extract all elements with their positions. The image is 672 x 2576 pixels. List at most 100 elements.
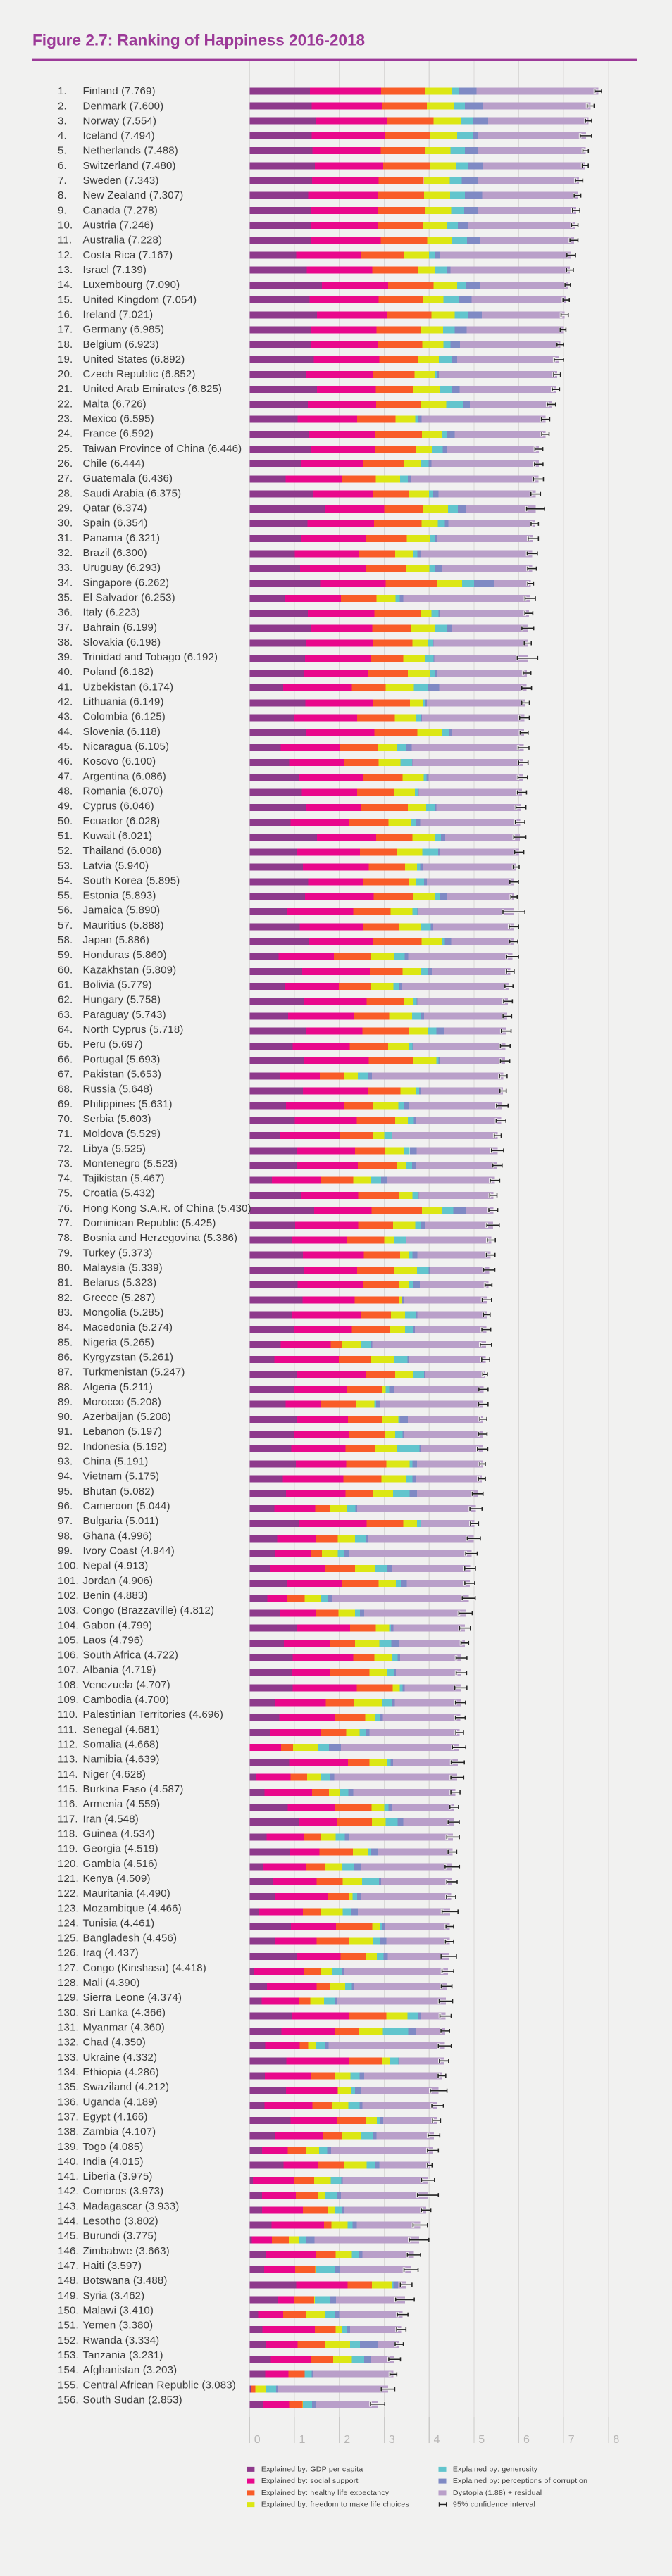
svg-text:149.: 149. — [58, 2289, 79, 2301]
svg-text:40.: 40. — [58, 666, 73, 678]
svg-text:67.: 67. — [58, 1068, 73, 1080]
svg-text:Tunisia (4.461): Tunisia (4.461) — [83, 1917, 155, 1929]
svg-text:Singapore (6.262): Singapore (6.262) — [83, 577, 170, 589]
svg-text:98.: 98. — [58, 1530, 73, 1542]
svg-text:Ireland (7.021): Ireland (7.021) — [83, 308, 154, 320]
svg-text:73.: 73. — [58, 1157, 73, 1169]
svg-text:109.: 109. — [58, 1694, 79, 1706]
svg-text:146.: 146. — [58, 2245, 79, 2257]
svg-text:19.: 19. — [58, 353, 73, 365]
svg-text:Nepal (4.913): Nepal (4.913) — [83, 1560, 149, 1572]
svg-text:142.: 142. — [58, 2185, 79, 2197]
svg-text:South Africa (4.722): South Africa (4.722) — [83, 1650, 179, 1661]
svg-text:South Sudan (2.853): South Sudan (2.853) — [83, 2394, 182, 2406]
svg-text:15.: 15. — [58, 294, 73, 306]
svg-text:121.: 121. — [58, 1873, 79, 1885]
svg-text:Togo (4.085): Togo (4.085) — [83, 2141, 144, 2153]
svg-text:123.: 123. — [58, 1902, 79, 1914]
svg-text:143.: 143. — [58, 2200, 79, 2212]
svg-text:Jamaica (5.890): Jamaica (5.890) — [83, 905, 161, 917]
svg-text:Paraguay (5.743): Paraguay (5.743) — [83, 1009, 166, 1021]
svg-text:Libya (5.525): Libya (5.525) — [83, 1143, 147, 1155]
svg-text:124.: 124. — [58, 1917, 79, 1929]
svg-text:132.: 132. — [58, 2037, 79, 2049]
svg-text:Austria (7.246): Austria (7.246) — [83, 220, 154, 232]
svg-text:113.: 113. — [58, 1754, 78, 1766]
svg-text:Ethiopia (4.286): Ethiopia (4.286) — [83, 2066, 159, 2078]
svg-text:26.: 26. — [58, 458, 73, 470]
svg-text:Vietnam (5.175): Vietnam (5.175) — [83, 1471, 160, 1483]
svg-text:Ukraine (4.332): Ukraine (4.332) — [83, 2052, 158, 2063]
svg-text:Montenegro (5.523): Montenegro (5.523) — [83, 1157, 178, 1169]
svg-text:Kuwait (6.021): Kuwait (6.021) — [83, 830, 153, 842]
svg-text:106.: 106. — [58, 1650, 79, 1661]
svg-text:Thailand (6.008): Thailand (6.008) — [83, 845, 162, 857]
svg-text:12.: 12. — [58, 249, 73, 261]
svg-text:Mali (4.390): Mali (4.390) — [83, 1977, 140, 1989]
svg-text:131.: 131. — [58, 2022, 79, 2034]
svg-text:4: 4 — [434, 2434, 440, 2446]
svg-text:Niger (4.628): Niger (4.628) — [83, 1768, 147, 1780]
svg-text:129.: 129. — [58, 1992, 79, 2004]
svg-text:Mexico (6.595): Mexico (6.595) — [83, 413, 154, 425]
svg-text:14.: 14. — [58, 279, 73, 291]
svg-text:Bolivia (5.779): Bolivia (5.779) — [83, 979, 152, 991]
svg-text:Zambia (4.107): Zambia (4.107) — [83, 2126, 156, 2138]
svg-text:148.: 148. — [58, 2275, 79, 2287]
svg-text:South Korea (5.895): South Korea (5.895) — [83, 874, 180, 886]
svg-text:154.: 154. — [58, 2364, 79, 2376]
svg-text:Brazil (6.300): Brazil (6.300) — [83, 547, 147, 559]
svg-text:92.: 92. — [58, 1440, 73, 1452]
svg-text:Explained by: freedom to make: Explained by: freedom to make life choic… — [261, 2501, 409, 2509]
svg-text:Serbia (5.603): Serbia (5.603) — [83, 1113, 151, 1125]
svg-text:Sweden (7.343): Sweden (7.343) — [83, 175, 159, 187]
svg-text:Mauritius (5.888): Mauritius (5.888) — [83, 919, 164, 931]
svg-text:Senegal (4.681): Senegal (4.681) — [83, 1723, 160, 1735]
svg-text:Central African Republic (3.08: Central African Republic (3.083) — [83, 2379, 236, 2391]
svg-text:China (5.191): China (5.191) — [83, 1456, 149, 1468]
svg-text:Switzerland (7.480): Switzerland (7.480) — [83, 160, 176, 172]
svg-text:95% confidence interval: 95% confidence interval — [453, 2501, 535, 2509]
svg-text:Costa Rica (7.167): Costa Rica (7.167) — [83, 249, 173, 261]
svg-text:Macedonia (5.274): Macedonia (5.274) — [83, 1321, 173, 1333]
svg-text:69.: 69. — [58, 1098, 73, 1110]
svg-text:Yemen (3.380): Yemen (3.380) — [83, 2320, 154, 2332]
svg-text:59.: 59. — [58, 949, 73, 961]
svg-text:Dystopia (1.88) + residual: Dystopia (1.88) + residual — [453, 2489, 542, 2497]
svg-text:Kyrgyzstan (5.261): Kyrgyzstan (5.261) — [83, 1351, 174, 1363]
svg-text:Georgia (4.519): Georgia (4.519) — [83, 1843, 158, 1855]
svg-text:Qatar (6.374): Qatar (6.374) — [83, 503, 147, 515]
svg-text:Iran (4.548): Iran (4.548) — [83, 1813, 139, 1825]
svg-text:32.: 32. — [58, 547, 73, 559]
svg-text:Palestinian Territories (4.696: Palestinian Territories (4.696) — [83, 1709, 223, 1721]
svg-text:Colombia (6.125): Colombia (6.125) — [83, 711, 166, 723]
svg-text:Comoros (3.973): Comoros (3.973) — [83, 2185, 164, 2197]
svg-text:Taiwan Province of China (6.44: Taiwan Province of China (6.446) — [83, 443, 242, 455]
svg-text:Syria (3.462): Syria (3.462) — [83, 2289, 145, 2301]
svg-text:44.: 44. — [58, 726, 73, 738]
svg-text:Mauritania (4.490): Mauritania (4.490) — [83, 1887, 170, 1899]
svg-text:36.: 36. — [58, 607, 73, 619]
svg-text:Swaziland (4.212): Swaziland (4.212) — [83, 2081, 170, 2093]
svg-text:Luxembourg (7.090): Luxembourg (7.090) — [83, 279, 180, 291]
svg-text:6: 6 — [523, 2434, 530, 2446]
svg-text:Croatia (5.432): Croatia (5.432) — [83, 1188, 155, 1200]
svg-text:16.: 16. — [58, 308, 73, 320]
svg-text:151.: 151. — [58, 2320, 79, 2332]
svg-text:Gambia (4.516): Gambia (4.516) — [83, 1858, 158, 1870]
svg-text:135.: 135. — [58, 2081, 79, 2093]
svg-text:127.: 127. — [58, 1962, 79, 1974]
svg-text:Uzbekistan (6.174): Uzbekistan (6.174) — [83, 681, 174, 693]
svg-text:Poland (6.182): Poland (6.182) — [83, 666, 154, 678]
svg-text:20.: 20. — [58, 368, 73, 380]
svg-text:Kazakhstan (5.809): Kazakhstan (5.809) — [83, 964, 177, 976]
svg-text:Tanzania (3.231): Tanzania (3.231) — [83, 2349, 163, 2361]
svg-text:Hungary (5.758): Hungary (5.758) — [83, 994, 161, 1006]
svg-text:Namibia (4.639): Namibia (4.639) — [83, 1754, 160, 1766]
svg-text:Tajikistan (5.467): Tajikistan (5.467) — [83, 1173, 165, 1185]
svg-text:152.: 152. — [58, 2335, 79, 2346]
svg-text:New Zealand (7.307): New Zealand (7.307) — [83, 189, 184, 201]
svg-text:Malaysia (5.339): Malaysia (5.339) — [83, 1262, 163, 1274]
svg-text:54.: 54. — [58, 874, 73, 886]
svg-text:24.: 24. — [58, 428, 73, 440]
